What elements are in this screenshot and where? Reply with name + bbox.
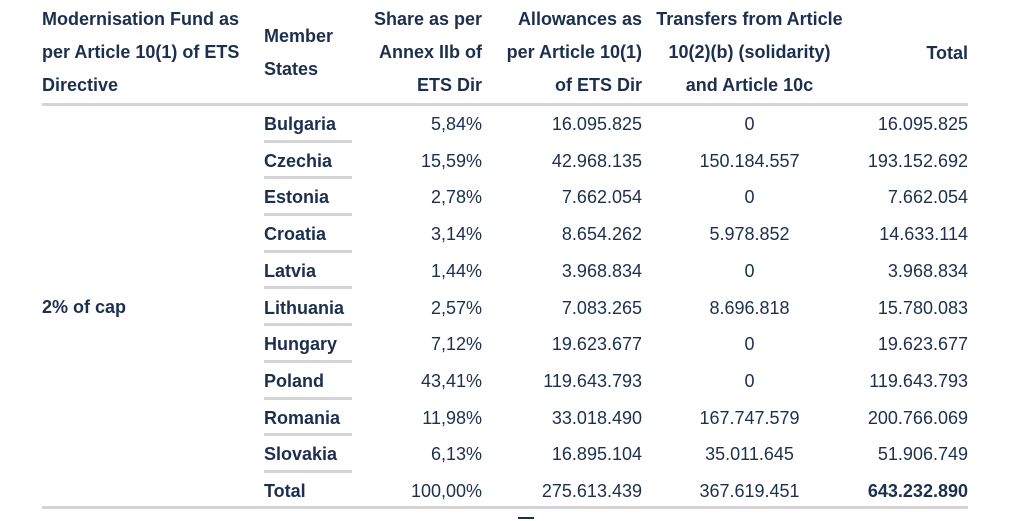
header-transfers: Transfers from Article 10(2)(b) (solidar…: [656, 9, 843, 95]
transfers-cell: 0: [744, 370, 755, 391]
transfers-cell: 5.978.852: [709, 224, 790, 245]
transfers-cell: 167.747.579: [699, 407, 800, 428]
transfers-cell: 0: [744, 114, 755, 134]
allowances-cell: 275.613.439: [541, 481, 642, 501]
transfers-cell: 35.011.645: [705, 444, 794, 465]
allowances-cell: 119.643.793: [543, 370, 642, 391]
allowances-cell: 3.968.834: [561, 260, 642, 281]
allowances-cell: 16.895.104: [551, 444, 642, 465]
member-state-cell: Estonia: [264, 187, 330, 208]
table-row: Slovakia 6,13% 16.895.104 35.011.645 51.906.…: [0, 436, 1024, 473]
row-separator: [264, 433, 352, 437]
table-row: Lithuania 2,57% 7.083.265 8.696.818 15.780.0…: [0, 290, 1024, 327]
share-cell: 3,14%: [430, 224, 482, 245]
total-row: Total 100,00% 275.613.439 367.619.451 643.23…: [0, 473, 1024, 510]
header-fund: Modernisation Fund as per Article 10(1) …: [42, 9, 240, 95]
header-allowances: Allowances as per Article 10(1) of ETS D…: [506, 9, 642, 95]
table-row: Poland 43,41% 119.643.793 0 119.643.793: [0, 363, 1024, 400]
row-separator: [264, 176, 352, 180]
table-row: Bulgaria 5,84% 16.095.825 0 16.095.825: [0, 106, 1024, 143]
transfers-cell: 0: [744, 334, 755, 355]
row-separator: [264, 213, 352, 217]
total-cell: 16.095.825: [877, 114, 968, 134]
transfers-cell: 150.184.557: [699, 150, 800, 171]
share-cell: 11,98%: [422, 407, 482, 428]
transfers-cell: 367.619.451: [699, 481, 800, 501]
share-cell: 2,57%: [430, 297, 482, 318]
allowances-cell: 16.095.825: [551, 114, 642, 134]
allowances-cell: 42.968.135: [551, 150, 642, 171]
share-cell: 6,13%: [430, 444, 482, 465]
table-row: Estonia 2,78% 7.662.054 0 7.662.054: [0, 179, 1024, 217]
allowances-cell: 7.083.265: [561, 297, 642, 318]
row-separator: [264, 469, 352, 473]
total-cell: 3.968.834: [887, 260, 968, 281]
page-marker: [518, 517, 534, 519]
row-separator: [264, 396, 352, 400]
share-cell: 1,44%: [430, 260, 482, 281]
transfers-cell: 0: [744, 187, 755, 208]
table-row: Czechia 15,59% 42.968.135 150.184.557 193.15…: [0, 143, 1024, 180]
row-separator: [264, 359, 352, 363]
share-cell: 7,12%: [430, 334, 482, 355]
table-row: Hungary 7,12% 19.623.677 0 19.623.677: [0, 326, 1024, 363]
total-cell: 51.906.749: [877, 444, 968, 465]
total-cell: 7.662.054: [887, 187, 968, 208]
share-cell: 5,84%: [430, 114, 482, 134]
member-state-cell: Bulgaria: [264, 114, 337, 134]
header-rule: [42, 103, 968, 106]
share-cell: 2,78%: [430, 187, 482, 208]
member-state-cell: Croatia: [264, 224, 327, 245]
member-state-cell: Romania: [264, 407, 341, 428]
header-total: Total: [926, 43, 968, 63]
transfers-cell: 8.696.818: [709, 297, 790, 318]
row-separator: [264, 323, 352, 327]
fund-label: 2% of cap: [42, 297, 127, 317]
header-share: Share as per Annex IIb of ETS Dir: [373, 9, 482, 95]
member-state-cell: Poland: [264, 370, 325, 391]
member-state-cell: Slovakia: [264, 444, 338, 465]
member-state-cell: Czechia: [264, 150, 333, 171]
allowances-cell: 8.654.262: [561, 224, 642, 245]
total-cell: 200.766.069: [867, 407, 968, 428]
allowances-cell: 7.662.054: [561, 187, 642, 208]
total-cell: 19.623.677: [877, 334, 968, 355]
row-separator: [264, 286, 352, 290]
table-row: Romania 11,98% 33.018.490 167.747.579 200.76…: [0, 400, 1024, 437]
transfers-cell: 0: [744, 260, 755, 281]
member-state-cell: Hungary: [264, 334, 338, 355]
total-cell: 643.232.890: [867, 481, 968, 501]
allowances-cell: 33.018.490: [551, 407, 642, 428]
table-row: Croatia 3,14% 8.654.262 5.978.852 14.633.114: [0, 216, 1024, 253]
table-row: Latvia 1,44% 3.968.834 0 3.968.834: [0, 253, 1024, 290]
share-cell: 15,59%: [420, 150, 482, 171]
total-cell: 15.780.083: [877, 297, 968, 318]
share-cell: 100,00%: [410, 481, 482, 501]
member-state-cell: Latvia: [264, 260, 317, 281]
header-member-states: Member States: [264, 26, 334, 79]
total-cell: 119.643.793: [869, 370, 968, 391]
total-cell: 14.633.114: [879, 224, 968, 245]
share-cell: 43,41%: [420, 370, 482, 391]
member-state-cell: Lithuania: [264, 297, 344, 318]
member-state-cell: Total: [264, 481, 306, 501]
allowances-cell: 19.623.677: [551, 334, 642, 355]
row-separator: [264, 249, 352, 253]
total-cell: 193.152.692: [867, 150, 968, 171]
row-separator: [264, 139, 352, 143]
bottom-rule: [42, 506, 968, 509]
